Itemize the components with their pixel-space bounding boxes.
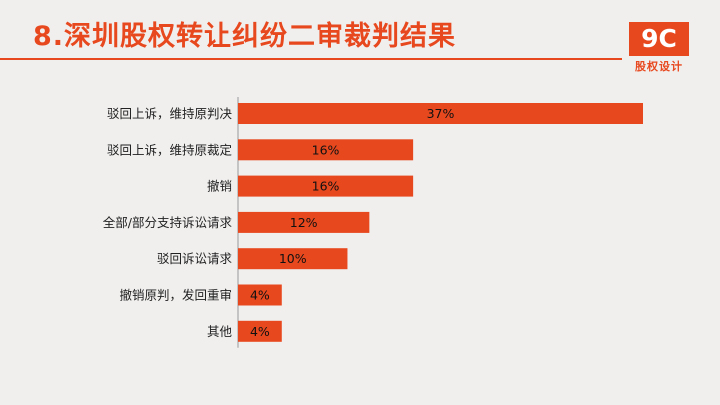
bar-4 — [238, 248, 348, 270]
value-label-4: 10% — [279, 251, 307, 266]
category-label-3: 全部/部分支持诉讼请求 — [103, 215, 233, 230]
bar-1 — [238, 139, 414, 161]
bar-2 — [238, 175, 414, 197]
bar-6 — [238, 320, 282, 342]
page-title: 8.深圳股权转让纠纷二审裁判结果 — [33, 21, 457, 52]
logo-text: 股权设计 — [635, 60, 683, 73]
category-label-5: 撤销原判，发回重审 — [119, 288, 232, 303]
value-label-2: 16% — [312, 179, 340, 194]
bar-5 — [238, 284, 282, 306]
category-label-4: 驳回诉讼请求 — [157, 251, 233, 266]
value-label-1: 16% — [312, 142, 340, 157]
value-label-6: 4% — [250, 324, 270, 339]
category-label-0: 驳回上诉，维持原判决 — [107, 106, 233, 121]
value-label-3: 12% — [290, 215, 318, 230]
value-label-0: 37% — [427, 106, 455, 121]
bar-3 — [238, 211, 370, 233]
category-label-6: 其他 — [207, 324, 233, 339]
logo-mark: 9C — [629, 22, 689, 56]
value-label-5: 4% — [250, 288, 270, 303]
category-label-2: 撤销 — [207, 179, 232, 194]
title-underline — [0, 58, 622, 60]
bar-0 — [238, 103, 643, 124]
category-label-1: 驳回上诉，维持原裁定 — [107, 142, 232, 157]
brand-logo: 9C 股权设计 — [629, 22, 689, 74]
